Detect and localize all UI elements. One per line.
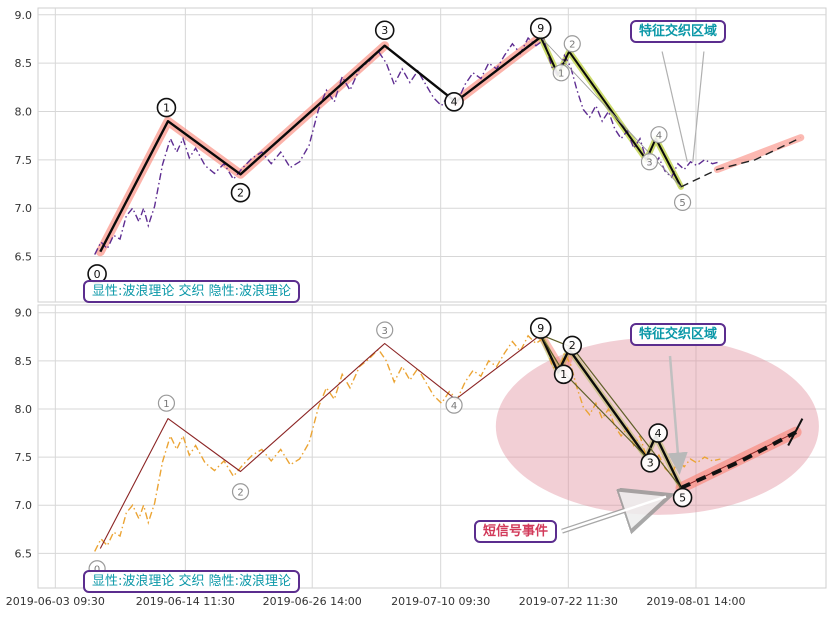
wave-marker-0: 0: [87, 264, 107, 284]
wave-highlight: [713, 134, 805, 173]
svg-text:2: 2: [569, 339, 576, 352]
svg-text:1: 1: [558, 69, 564, 80]
y-tick-label: 8.5: [15, 355, 33, 368]
wave-marker-1: 1: [553, 364, 574, 385]
wave-line: [563, 371, 647, 458]
y-tick-label: 8.0: [15, 403, 33, 416]
y-tick-label: 8.0: [15, 105, 33, 118]
wave-marker-4: 4: [444, 92, 464, 112]
event-label: 短信号事件: [474, 520, 558, 543]
x-tick-label: 2019-06-26 14:00: [263, 595, 362, 608]
event-arrow-core: [561, 495, 667, 533]
svg-text:2: 2: [237, 187, 244, 200]
x-tick-label: 2019-07-22 11:30: [519, 595, 618, 608]
x-tick-label: 2019-08-01 14:00: [646, 595, 745, 608]
svg-text:5: 5: [679, 491, 686, 504]
price-line-top: [94, 36, 721, 255]
svg-text:4: 4: [655, 427, 662, 440]
svg-text:4: 4: [451, 96, 458, 109]
wave-marker-1: 1: [552, 64, 570, 82]
legend-bottom: 显性:波浪理论 交织 隐性:波浪理论: [83, 570, 301, 593]
wave-line: [99, 36, 542, 253]
wave-marker-2: 2: [562, 335, 583, 356]
y-tick-label: 7.5: [15, 451, 33, 464]
svg-text:4: 4: [451, 401, 457, 412]
svg-text:3: 3: [381, 24, 388, 37]
wave-marker-9: 9: [529, 317, 552, 339]
wave-marker-4: 4: [648, 423, 668, 443]
wave-line: [680, 430, 798, 490]
svg-text:1: 1: [163, 399, 169, 410]
wave-marker-3: 3: [376, 321, 394, 339]
legend-top: 显性:波浪理论 交织 隐性:波浪理论: [83, 280, 301, 303]
chart-top: 0 1 2 3 4 9 1 2 3 4 5 9.0 8.5 8.0 7.5 7.0 6.5: [15, 7, 827, 303]
y-tick-label: 8.5: [15, 57, 33, 70]
wave-marker-3: 3: [640, 453, 661, 473]
wave-marker-4: 4: [445, 396, 463, 414]
wave-marker-2: 2: [230, 182, 251, 203]
svg-text:1: 1: [560, 368, 567, 381]
x-tick-label: 2019-06-03 09:30: [6, 595, 105, 608]
wave-line: [787, 418, 804, 446]
svg-text:3: 3: [647, 457, 654, 470]
wave-marker-2: 2: [231, 483, 250, 501]
svg-text:2: 2: [237, 488, 243, 499]
x-tick-label: 2019-06-14 11:30: [136, 595, 235, 608]
y-tick-label: 7.5: [15, 154, 33, 167]
wave-marker-1: 1: [157, 394, 176, 412]
chart-bottom: 012349214359.08.58.07.57.06.5: [15, 304, 827, 589]
svg-text:2: 2: [569, 40, 575, 51]
svg-text:9: 9: [537, 22, 544, 35]
wave-marker-2: 2: [563, 35, 581, 53]
svg-text:9: 9: [537, 322, 544, 335]
wave-marker-4: 4: [650, 126, 668, 144]
svg-text:0: 0: [94, 268, 101, 281]
svg-text:1: 1: [163, 101, 170, 114]
pointer-line: [692, 51, 705, 162]
wave-marker-3: 3: [640, 153, 659, 171]
svg-text:4: 4: [656, 130, 662, 141]
svg-text:5: 5: [679, 198, 685, 209]
pointer-line: [667, 355, 688, 475]
price-line-bottom: [94, 334, 721, 552]
x-tick-label: 2019-07-10 09:30: [391, 595, 490, 608]
wave-marker-5: 5: [672, 487, 693, 508]
wave-line: [680, 136, 802, 188]
wave-marker-3: 3: [374, 20, 395, 41]
wave-marker-9: 9: [529, 17, 552, 40]
y-tick-label: 6.5: [15, 547, 33, 560]
wave-marker-1: 1: [156, 97, 177, 118]
svg-text:3: 3: [646, 158, 652, 169]
region-label-top: 特征交织区域: [630, 20, 727, 43]
wave-line: [539, 334, 683, 489]
region-label-bottom: 特征交织区域: [630, 323, 727, 346]
pointer-line: [661, 51, 688, 162]
y-tick-label: 9.0: [15, 307, 33, 320]
wave-marker-5: 5: [673, 193, 692, 211]
y-tick-label: 7.0: [15, 202, 33, 215]
y-tick-label: 7.0: [15, 499, 33, 512]
y-tick-label: 9.0: [15, 9, 33, 22]
y-tick-label: 6.5: [15, 251, 33, 264]
wave-line: [571, 347, 682, 489]
svg-text:3: 3: [382, 326, 388, 337]
